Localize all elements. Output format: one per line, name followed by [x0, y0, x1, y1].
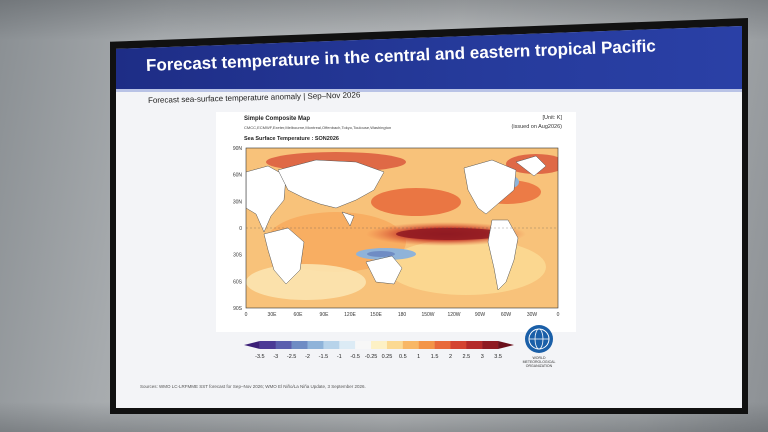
colorbar-tick-label: -3.5: [255, 354, 264, 360]
lon-tick-label: 60E: [294, 312, 304, 318]
colorbar-tick-label: -2.5: [287, 354, 296, 360]
panel-issued: (issued on Aug2026): [511, 124, 562, 130]
colorbar-swatch: [418, 341, 435, 349]
colorbar-tick-label: -2: [305, 354, 310, 360]
lon-tick-label: 60W: [501, 312, 512, 318]
colorbar-tick-label: 1: [417, 354, 420, 360]
colorbar-tick-label: -0.25: [365, 354, 378, 360]
lon-tick-label: 150W: [421, 312, 434, 318]
colorbar-swatch: [275, 341, 292, 349]
colorbar-swatch: [259, 341, 276, 349]
sst-anomaly-map: 90N 60N 30N 0 30S 60S 90S 0 30E 60E 90E 120E 150E 18…: [233, 146, 560, 318]
colorbar-tick-label: -3: [273, 354, 278, 360]
lat-tick-label: 60N: [233, 173, 243, 179]
colorbar-tick-label: -1: [337, 354, 342, 360]
panel-unit: [Unit: K]: [542, 115, 562, 121]
projected-slide: Forecast temperature in the central and …: [116, 26, 742, 408]
colorbar-swatch: [434, 341, 451, 349]
colorbar-tick-label: 0.5: [399, 354, 407, 360]
lon-tick-label: 180: [398, 312, 407, 318]
lat-tick-label: 30N: [233, 199, 243, 205]
sources-note: Sources: WMO LC-LRFMME SST forecast for …: [140, 384, 366, 389]
colorbar-tick-label: 0.25: [382, 354, 393, 360]
wmo-label: WORLD METEOROLOGICAL ORGANIZATION: [522, 356, 556, 368]
lon-tick-label: 0: [557, 312, 560, 318]
lon-tick-label: 90E: [320, 312, 330, 318]
colorbar-swatch: [323, 341, 340, 349]
colorbar-swatch: [339, 341, 356, 349]
colorbar-swatch: [402, 341, 419, 349]
colorbar-swatch: [498, 341, 514, 349]
colorbar-swatch: [355, 341, 372, 349]
colorbar-tick-label: -1.5: [319, 354, 328, 360]
lon-tick-label: 30W: [527, 312, 538, 318]
lon-tick-label: 0: [245, 312, 248, 318]
lon-tick-label: 120W: [447, 312, 460, 318]
map-subtitle: Forecast sea-surface temperature anomaly…: [147, 90, 361, 105]
colorbar-swatch: [244, 341, 260, 349]
panel-field: Sea Surface Temperature : SON2026: [244, 136, 339, 142]
lat-tick-label: 90S: [233, 306, 243, 312]
forecast-map-panel: Simple Composite Map CMCC,ECMWF,Exeter,M…: [216, 112, 576, 332]
colorbar-tick-label: 2: [449, 354, 452, 360]
colorbar-swatch: [466, 341, 483, 349]
wmo-emblem-icon: [525, 325, 553, 353]
colorbar-tick-label: 3.5: [494, 354, 502, 360]
panel-models: CMCC,ECMWF,Exeter,Melbourne,Montreal,Off…: [244, 125, 392, 130]
colorbar-tick-label: 3: [481, 354, 484, 360]
colorbar-swatch: [386, 341, 404, 349]
lon-tick-label: 30E: [268, 312, 278, 318]
colorbar-swatch: [307, 341, 324, 349]
lon-tick-label: 150E: [370, 312, 382, 318]
colorbar-swatch: [450, 341, 467, 349]
panel-title: Simple Composite Map: [244, 116, 311, 122]
colorbar-tick-label: -0.5: [350, 354, 359, 360]
colorbar-tick-label: 2.5: [463, 354, 471, 360]
lon-tick-label: 90W: [475, 312, 486, 318]
colorbar-swatch: [371, 341, 388, 349]
colorbar: -3.5 -3 -2.5 -2 -1.5 -1 -0.5 -0.25 0.25 0.5 1 1.5 2 2…: [244, 341, 514, 360]
lat-tick-label: 60S: [233, 279, 243, 285]
lat-tick-label: 0: [239, 226, 242, 232]
title-underline: [116, 89, 742, 92]
lon-tick-label: 120E: [344, 312, 356, 318]
lat-tick-label: 90N: [233, 146, 243, 152]
colorbar-tick-label: 1.5: [431, 354, 439, 360]
colorbar-swatch: [291, 341, 308, 349]
lat-tick-label: 30S: [233, 253, 243, 259]
colorbar-swatch: [482, 341, 499, 349]
